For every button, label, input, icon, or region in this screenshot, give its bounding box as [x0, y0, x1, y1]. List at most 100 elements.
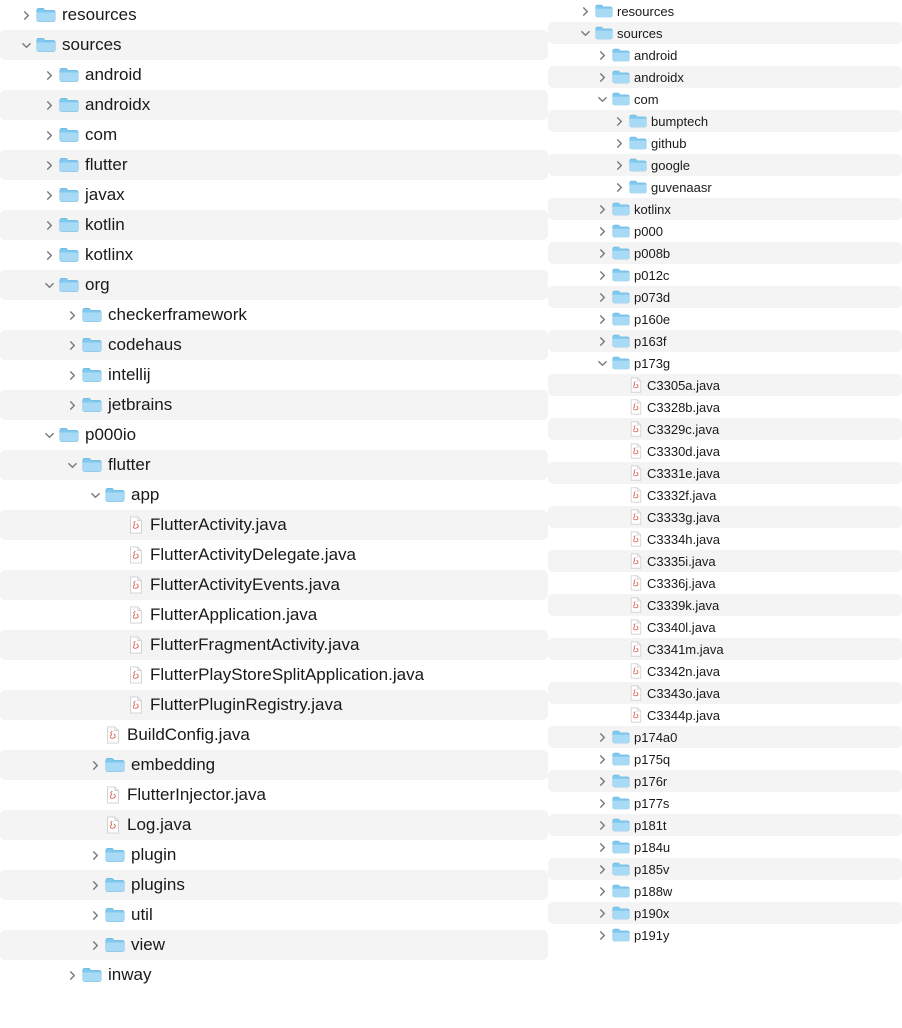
tree-row[interactable]: C3333g.java — [548, 506, 902, 528]
tree-row[interactable]: kotlinx — [0, 240, 548, 270]
chevron-right-icon[interactable] — [89, 759, 101, 771]
tree-row[interactable]: guvenaasr — [548, 176, 902, 198]
tree-row[interactable]: com — [0, 120, 548, 150]
tree-row[interactable]: util — [0, 900, 548, 930]
chevron-right-icon[interactable] — [596, 247, 608, 259]
tree-row[interactable]: androidx — [0, 90, 548, 120]
chevron-right-icon[interactable] — [596, 775, 608, 787]
tree-row[interactable]: FlutterApplication.java — [0, 600, 548, 630]
tree-row[interactable]: FlutterActivityDelegate.java — [0, 540, 548, 570]
tree-row[interactable]: p175q — [548, 748, 902, 770]
tree-row[interactable]: p012c — [548, 264, 902, 286]
chevron-right-icon[interactable] — [596, 225, 608, 237]
tree-row[interactable]: checkerframework — [0, 300, 548, 330]
chevron-right-icon[interactable] — [66, 339, 78, 351]
tree-row[interactable]: sources — [548, 22, 902, 44]
tree-row[interactable]: C3329c.java — [548, 418, 902, 440]
tree-row[interactable]: p176r — [548, 770, 902, 792]
chevron-right-icon[interactable] — [596, 907, 608, 919]
tree-row[interactable]: kotlin — [0, 210, 548, 240]
tree-row[interactable]: p184u — [548, 836, 902, 858]
chevron-right-icon[interactable] — [596, 863, 608, 875]
tree-row[interactable]: p185v — [548, 858, 902, 880]
tree-row[interactable]: C3334h.java — [548, 528, 902, 550]
chevron-right-icon[interactable] — [43, 99, 55, 111]
tree-row[interactable]: C3331e.java — [548, 462, 902, 484]
tree-row[interactable]: androidx — [548, 66, 902, 88]
tree-row[interactable]: p190x — [548, 902, 902, 924]
tree-row[interactable]: p000 — [548, 220, 902, 242]
chevron-right-icon[interactable] — [43, 159, 55, 171]
tree-row[interactable]: p008b — [548, 242, 902, 264]
tree-row[interactable]: resources — [548, 0, 902, 22]
tree-row[interactable]: android — [0, 60, 548, 90]
chevron-right-icon[interactable] — [596, 313, 608, 325]
tree-row[interactable]: codehaus — [0, 330, 548, 360]
chevron-right-icon[interactable] — [596, 819, 608, 831]
chevron-right-icon[interactable] — [596, 929, 608, 941]
chevron-right-icon[interactable] — [66, 969, 78, 981]
tree-row[interactable]: p174a0 — [548, 726, 902, 748]
chevron-right-icon[interactable] — [43, 249, 55, 261]
chevron-right-icon[interactable] — [66, 309, 78, 321]
chevron-right-icon[interactable] — [66, 369, 78, 381]
tree-row[interactable]: inway — [0, 960, 548, 990]
chevron-right-icon[interactable] — [596, 797, 608, 809]
chevron-right-icon[interactable] — [596, 841, 608, 853]
tree-row[interactable]: p188w — [548, 880, 902, 902]
tree-row[interactable]: C3343o.java — [548, 682, 902, 704]
chevron-right-icon[interactable] — [613, 115, 625, 127]
tree-row[interactable]: jetbrains — [0, 390, 548, 420]
tree-row[interactable]: resources — [0, 0, 548, 30]
tree-row[interactable]: flutter — [0, 150, 548, 180]
tree-row[interactable]: p000io — [0, 420, 548, 450]
tree-row[interactable]: Log.java — [0, 810, 548, 840]
tree-row[interactable]: embedding — [0, 750, 548, 780]
tree-row[interactable]: kotlinx — [548, 198, 902, 220]
tree-row[interactable]: p173g — [548, 352, 902, 374]
chevron-right-icon[interactable] — [43, 129, 55, 141]
tree-row[interactable]: view — [0, 930, 548, 960]
tree-row[interactable]: p191y — [548, 924, 902, 946]
chevron-right-icon[interactable] — [89, 939, 101, 951]
tree-row[interactable]: C3330d.java — [548, 440, 902, 462]
chevron-right-icon[interactable] — [89, 849, 101, 861]
tree-row[interactable]: C3344p.java — [548, 704, 902, 726]
chevron-right-icon[interactable] — [66, 399, 78, 411]
tree-row[interactable]: C3328b.java — [548, 396, 902, 418]
tree-row[interactable]: FlutterFragmentActivity.java — [0, 630, 548, 660]
tree-row[interactable]: C3332f.java — [548, 484, 902, 506]
chevron-down-icon[interactable] — [43, 429, 55, 441]
tree-row[interactable]: flutter — [0, 450, 548, 480]
tree-row[interactable]: google — [548, 154, 902, 176]
tree-row[interactable]: p160e — [548, 308, 902, 330]
chevron-right-icon[interactable] — [596, 269, 608, 281]
tree-row[interactable]: android — [548, 44, 902, 66]
tree-row[interactable]: org — [0, 270, 548, 300]
chevron-down-icon[interactable] — [43, 279, 55, 291]
chevron-right-icon[interactable] — [596, 49, 608, 61]
tree-row[interactable]: BuildConfig.java — [0, 720, 548, 750]
chevron-right-icon[interactable] — [43, 189, 55, 201]
chevron-right-icon[interactable] — [596, 71, 608, 83]
tree-row[interactable]: C3341m.java — [548, 638, 902, 660]
chevron-right-icon[interactable] — [596, 203, 608, 215]
tree-row[interactable]: p163f — [548, 330, 902, 352]
chevron-right-icon[interactable] — [613, 137, 625, 149]
chevron-right-icon[interactable] — [596, 885, 608, 897]
tree-row[interactable]: p073d — [548, 286, 902, 308]
chevron-right-icon[interactable] — [43, 219, 55, 231]
chevron-down-icon[interactable] — [596, 357, 608, 369]
tree-row[interactable]: C3339k.java — [548, 594, 902, 616]
tree-row[interactable]: C3342n.java — [548, 660, 902, 682]
chevron-right-icon[interactable] — [596, 753, 608, 765]
tree-row[interactable]: FlutterPluginRegistry.java — [0, 690, 548, 720]
chevron-down-icon[interactable] — [596, 93, 608, 105]
tree-row[interactable]: p181t — [548, 814, 902, 836]
chevron-right-icon[interactable] — [596, 335, 608, 347]
tree-row[interactable]: app — [0, 480, 548, 510]
chevron-right-icon[interactable] — [43, 69, 55, 81]
chevron-right-icon[interactable] — [20, 9, 32, 21]
tree-row[interactable]: C3340l.java — [548, 616, 902, 638]
chevron-down-icon[interactable] — [89, 489, 101, 501]
